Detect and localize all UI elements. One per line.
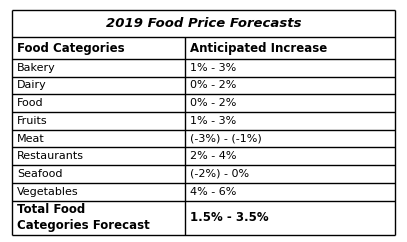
Text: Meat: Meat: [17, 134, 45, 144]
Text: Total Food
Categories Forecast: Total Food Categories Forecast: [17, 203, 150, 232]
Text: Fruits: Fruits: [17, 116, 48, 126]
Text: 4% - 6%: 4% - 6%: [190, 187, 236, 197]
Text: Food Categories: Food Categories: [17, 42, 125, 55]
Text: 2019 Food Price Forecasts: 2019 Food Price Forecasts: [106, 17, 301, 30]
Text: 0% - 2%: 0% - 2%: [190, 98, 236, 108]
Text: Food: Food: [17, 98, 44, 108]
Text: (-2%) - 0%: (-2%) - 0%: [190, 169, 249, 179]
Text: Dairy: Dairy: [17, 80, 47, 90]
Text: (-3%) - (-1%): (-3%) - (-1%): [190, 134, 262, 144]
Text: Anticipated Increase: Anticipated Increase: [190, 42, 327, 55]
Text: 2% - 4%: 2% - 4%: [190, 151, 236, 161]
Text: Vegetables: Vegetables: [17, 187, 79, 197]
Text: Bakery: Bakery: [17, 63, 56, 73]
Text: 1% - 3%: 1% - 3%: [190, 116, 236, 126]
Text: 1.5% - 3.5%: 1.5% - 3.5%: [190, 211, 269, 224]
Text: 0% - 2%: 0% - 2%: [190, 80, 236, 90]
Text: Restaurants: Restaurants: [17, 151, 84, 161]
Text: 1% - 3%: 1% - 3%: [190, 63, 236, 73]
Text: Seafood: Seafood: [17, 169, 63, 179]
